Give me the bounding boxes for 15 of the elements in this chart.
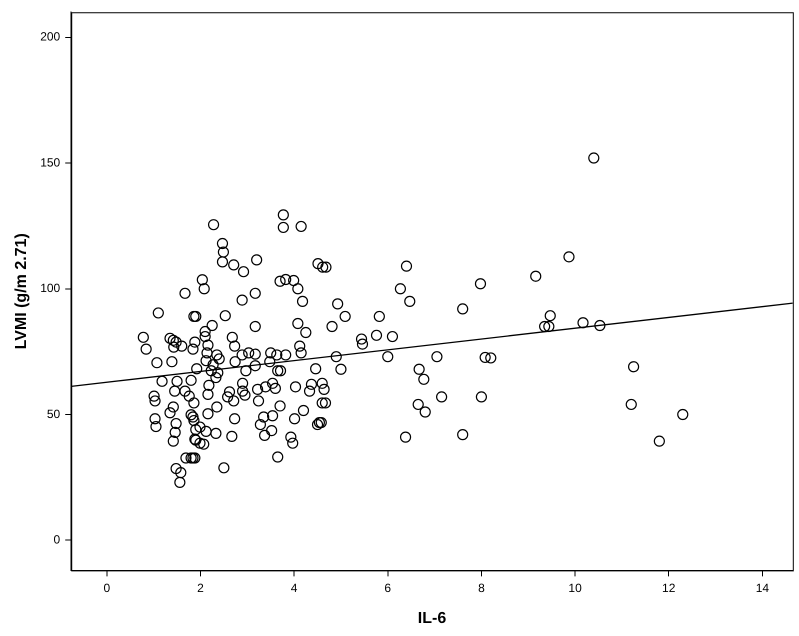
y-tick-label: 200 xyxy=(40,30,61,44)
y-axis-title: LVMI (g/m 2.71) xyxy=(13,233,30,350)
x-tick-label: 4 xyxy=(290,580,298,595)
x-tick-label: 10 xyxy=(568,580,582,595)
x-tick-label: 6 xyxy=(384,580,392,595)
x-tick-label: 8 xyxy=(478,580,486,595)
x-axis-title: IL-6 xyxy=(418,610,446,627)
y-tick-label: 150 xyxy=(40,155,61,170)
x-tick-label: 14 xyxy=(756,580,770,595)
y-tick-label: 50 xyxy=(46,406,61,421)
x-tick-label: 2 xyxy=(197,580,204,595)
y-tick-label: 100 xyxy=(40,281,61,296)
x-tick-label: 12 xyxy=(662,580,676,595)
y-tick-label: 0 xyxy=(54,532,61,547)
x-tick-label: 0 xyxy=(103,580,110,595)
